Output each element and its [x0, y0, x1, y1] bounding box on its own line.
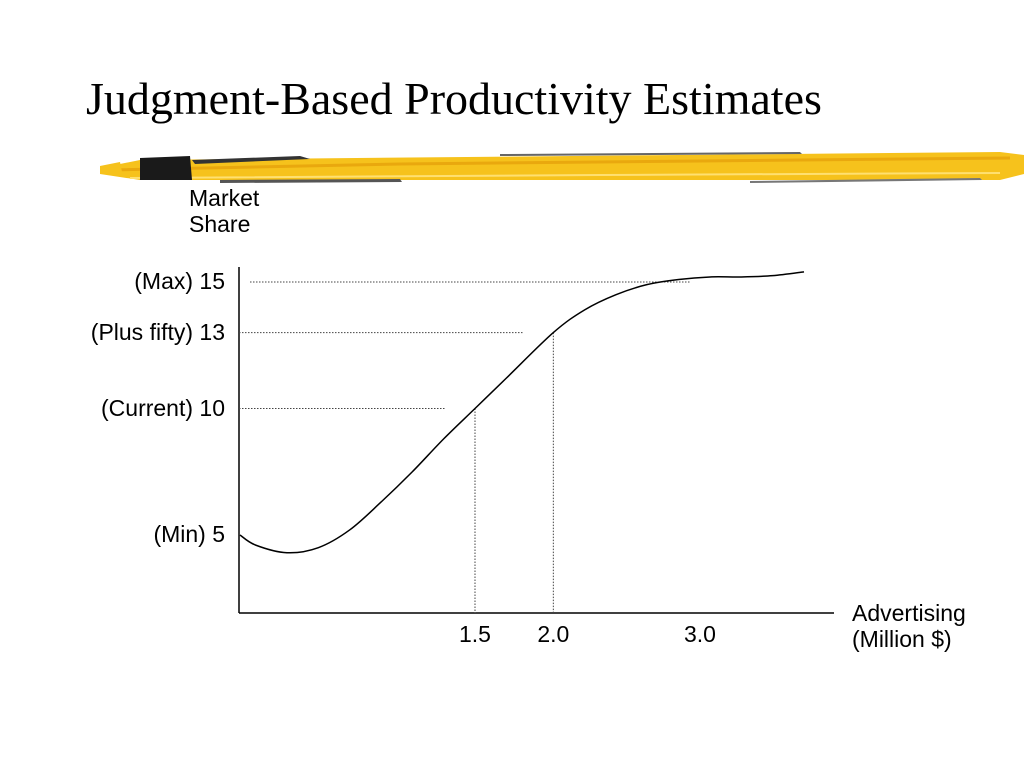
slide-title: Judgment-Based Productivity Estimates	[86, 73, 822, 124]
x-axis-label-line-2: (Million $)	[852, 626, 952, 653]
y-tick-label-max: (Max) 15	[134, 268, 225, 294]
y-axis-label-line-2: Share	[189, 211, 251, 238]
y-axis-label: Market Share	[189, 185, 259, 238]
x-tick-label-2-0: 2.0	[537, 621, 570, 647]
reference-lines	[239, 281, 690, 613]
brush-stroke-decoration	[100, 152, 1024, 183]
x-axis-label: Advertising (Million $)	[852, 600, 966, 653]
y-tick-label-plus-fifty: (Plus fifty) 13	[90, 318, 225, 345]
market-share-curve	[239, 271, 805, 554]
y-axis-label-line-1: Market	[189, 185, 260, 211]
y-tick-label-current: (Current) 10	[101, 394, 225, 421]
x-tick-label-1-5: 1.5	[459, 621, 491, 647]
x-axis-label-line-1: Advertising	[852, 600, 966, 626]
x-tick-label-3-0: 3.0	[684, 621, 716, 647]
y-tick-label-min: (Min) 5	[153, 521, 225, 547]
